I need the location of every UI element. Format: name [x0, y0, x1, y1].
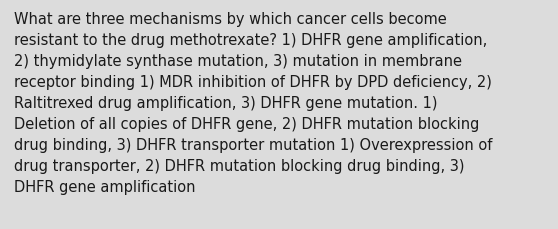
Text: Raltitrexed drug amplification, 3) DHFR gene mutation. 1): Raltitrexed drug amplification, 3) DHFR … [14, 95, 437, 111]
Text: drug binding, 3) DHFR transporter mutation 1) Overexpression of: drug binding, 3) DHFR transporter mutati… [14, 137, 492, 152]
Text: drug transporter, 2) DHFR mutation blocking drug binding, 3): drug transporter, 2) DHFR mutation block… [14, 158, 464, 173]
Text: What are three mechanisms by which cancer cells become: What are three mechanisms by which cance… [14, 12, 447, 27]
Text: resistant to the drug methotrexate? 1) DHFR gene amplification,: resistant to the drug methotrexate? 1) D… [14, 33, 487, 48]
Text: receptor binding 1) MDR inhibition of DHFR by DPD deficiency, 2): receptor binding 1) MDR inhibition of DH… [14, 75, 492, 90]
Text: DHFR gene amplification: DHFR gene amplification [14, 179, 195, 194]
Text: Deletion of all copies of DHFR gene, 2) DHFR mutation blocking: Deletion of all copies of DHFR gene, 2) … [14, 117, 479, 131]
Text: 2) thymidylate synthase mutation, 3) mutation in membrane: 2) thymidylate synthase mutation, 3) mut… [14, 54, 462, 69]
